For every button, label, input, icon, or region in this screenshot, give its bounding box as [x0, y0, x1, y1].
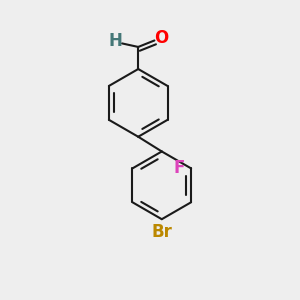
Text: F: F — [173, 159, 184, 177]
Text: O: O — [154, 29, 169, 47]
Text: H: H — [109, 32, 122, 50]
Text: Br: Br — [152, 223, 173, 241]
